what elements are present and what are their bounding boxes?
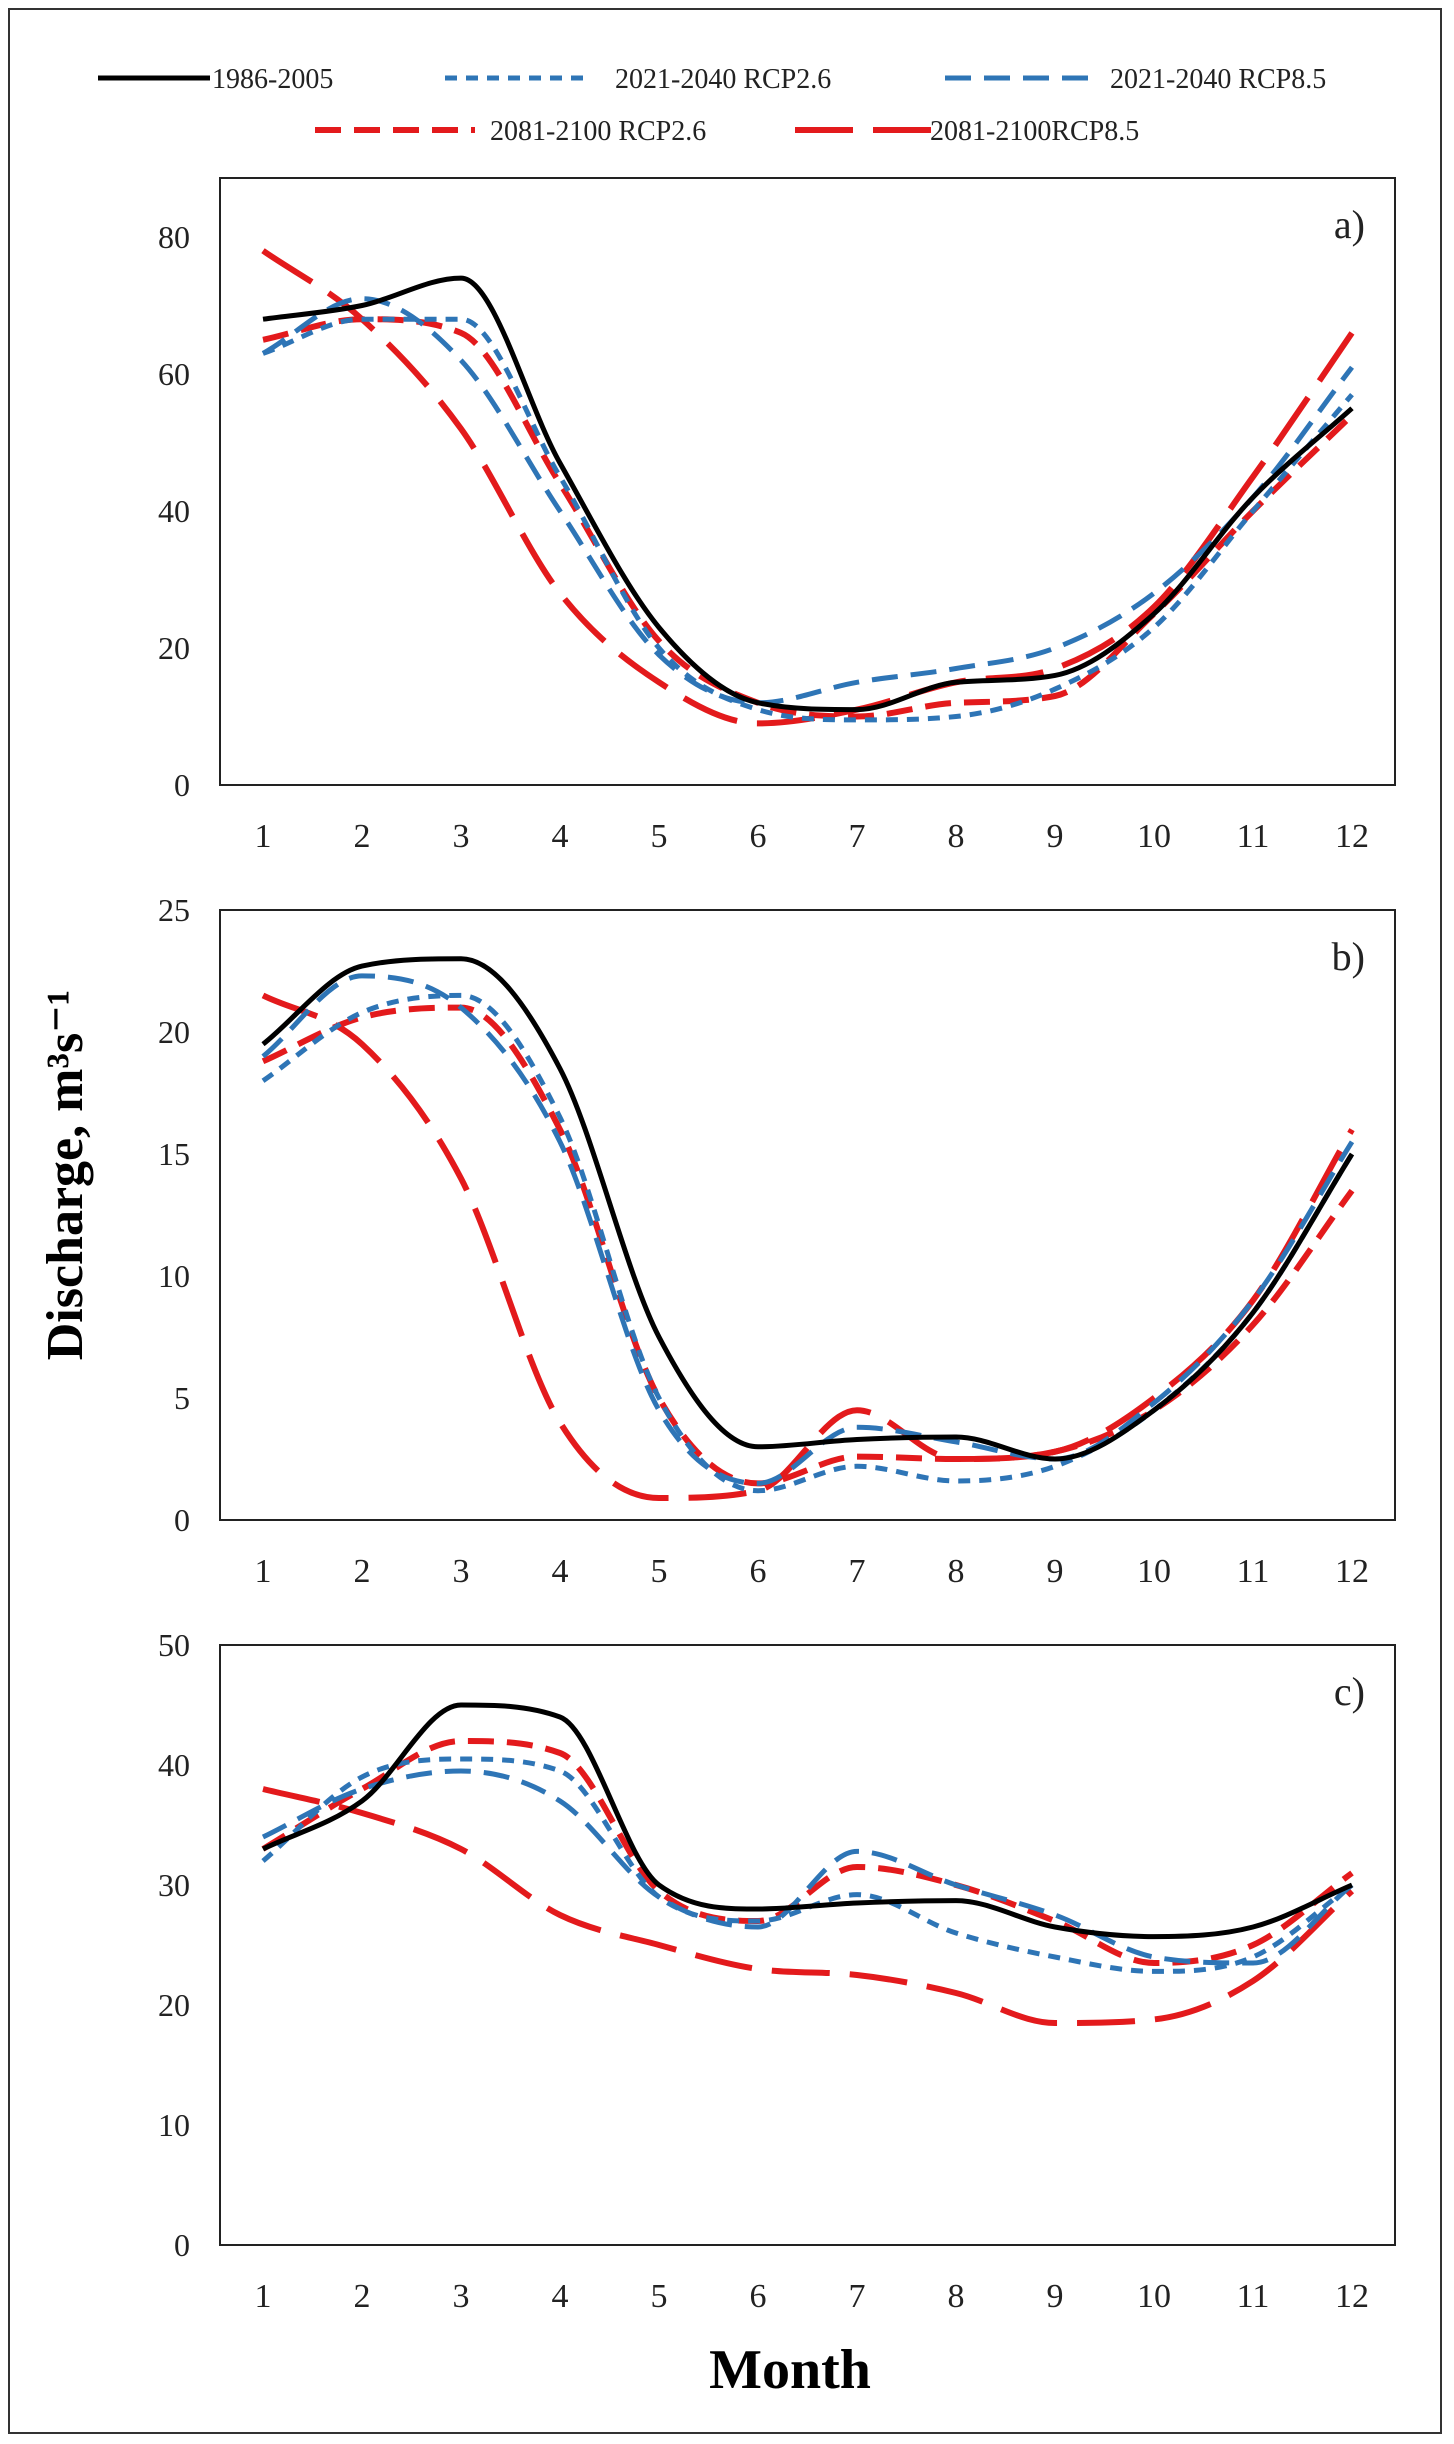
legend-item: 1986-2005 <box>98 64 333 95</box>
series-line <box>262 316 1354 723</box>
y-tick-label: 0 <box>174 2227 190 2263</box>
x-tick-label: 11 <box>1237 2278 1270 2315</box>
x-tick-label: 8 <box>948 2278 965 2315</box>
y-tick-label: 10 <box>158 1258 190 1294</box>
x-tick-label: 7 <box>849 1553 866 1590</box>
series-line <box>262 1786 1355 2026</box>
panel-label: c) <box>1334 1669 1365 1714</box>
y-tick-label: 50 <box>158 1627 190 1663</box>
x-tick-label: 1 <box>255 1553 272 1590</box>
x-tick-label: 12 <box>1335 818 1369 855</box>
series-line <box>261 1756 1354 1974</box>
legend-item: 2021-2040 RCP2.6 <box>445 64 831 95</box>
y-tick-label: 20 <box>158 630 190 666</box>
y-tick-label: 40 <box>158 1747 190 1783</box>
plot-area <box>219 177 1396 786</box>
x-tick-label: 12 <box>1335 2278 1369 2315</box>
panel-label: a) <box>1334 202 1365 247</box>
x-tick-label: 8 <box>948 1553 965 1590</box>
series-line <box>261 992 1355 1494</box>
x-tick-label: 10 <box>1137 818 1171 855</box>
legend-label: 1986-2005 <box>212 64 333 95</box>
x-tick-label: 11 <box>1237 1553 1270 1590</box>
y-tick-label: 10 <box>158 2107 190 2143</box>
x-tick-label: 2 <box>354 2278 371 2315</box>
series-line <box>261 1004 1355 1487</box>
x-tick-label: 1 <box>255 2278 272 2315</box>
legend-label: 2081-2100 RCP2.6 <box>490 116 706 147</box>
x-tick-label: 4 <box>552 818 569 855</box>
x-tick-label: 5 <box>651 818 668 855</box>
legend-label: 2021-2040 RCP2.6 <box>615 64 831 95</box>
y-tick-label: 20 <box>158 1014 190 1050</box>
legend: 1986-2005 2021-2040 RCP2.6 2021-2040 RCP8.… <box>98 64 1326 147</box>
plot-area <box>219 909 1396 1521</box>
y-tick-label: 15 <box>158 1136 190 1172</box>
x-tick-label: 4 <box>552 2278 569 2315</box>
x-axis-title: Month <box>709 2339 871 2401</box>
legend-item: 2081-2100 RCP2.6 <box>315 116 706 147</box>
y-tick-label: 40 <box>158 493 190 529</box>
x-tick-label: 4 <box>552 1553 569 1590</box>
panel-label: b) <box>1332 934 1365 979</box>
legend-item: 2081-2100RCP8.5 <box>795 116 1139 147</box>
series-line <box>261 1702 1353 1940</box>
x-tick-label: 6 <box>750 2278 767 2315</box>
x-tick-label: 3 <box>453 2278 470 2315</box>
x-tick-label: 7 <box>849 2278 866 2315</box>
y-tick-label: 0 <box>174 1502 190 1538</box>
x-tick-label: 5 <box>651 2278 668 2315</box>
x-tick-label: 6 <box>750 1553 767 1590</box>
x-tick-label: 6 <box>750 818 767 855</box>
x-tick-label: 3 <box>453 818 470 855</box>
series-line <box>262 275 1354 713</box>
x-tick-label: 1 <box>255 818 272 855</box>
x-tick-label: 9 <box>1047 818 1064 855</box>
series-line <box>261 296 1354 706</box>
x-tick-label: 12 <box>1335 1553 1369 1590</box>
x-tick-label: 5 <box>651 1553 668 1590</box>
legend-item: 2021-2040 RCP8.5 <box>945 64 1326 95</box>
series-line <box>261 956 1355 1462</box>
x-tick-label: 10 <box>1137 1553 1171 1590</box>
series-line <box>261 1768 1354 1966</box>
x-tick-label: 9 <box>1047 2278 1064 2315</box>
y-tick-label: 30 <box>158 1867 190 1903</box>
y-axis-title: Discharge, m³s⁻¹ <box>37 990 94 1361</box>
x-tick-label: 2 <box>354 1553 371 1590</box>
x-tick-label: 9 <box>1047 1553 1064 1590</box>
x-tick-label: 2 <box>354 818 371 855</box>
legend-label: 2081-2100RCP8.5 <box>930 116 1139 147</box>
legend-label: 2021-2040 RCP8.5 <box>1110 64 1326 95</box>
y-tick-label: 80 <box>158 219 190 255</box>
x-tick-label: 3 <box>453 1553 470 1590</box>
y-tick-label: 0 <box>174 767 190 803</box>
series-line <box>261 248 1355 727</box>
x-tick-label: 8 <box>948 818 965 855</box>
y-tick-label: 5 <box>174 1380 190 1416</box>
x-tick-label: 7 <box>849 818 866 855</box>
y-tick-label: 60 <box>158 356 190 392</box>
y-tick-label: 25 <box>158 892 190 928</box>
x-tick-label: 10 <box>1137 2278 1171 2315</box>
y-tick-label: 20 <box>158 1987 190 2023</box>
series-line <box>261 992 1355 1501</box>
series-line <box>262 316 1355 720</box>
x-tick-label: 11 <box>1237 818 1270 855</box>
plot-area <box>219 1644 1396 2246</box>
series-line <box>261 973 1355 1486</box>
figure-frame <box>8 8 1442 2434</box>
